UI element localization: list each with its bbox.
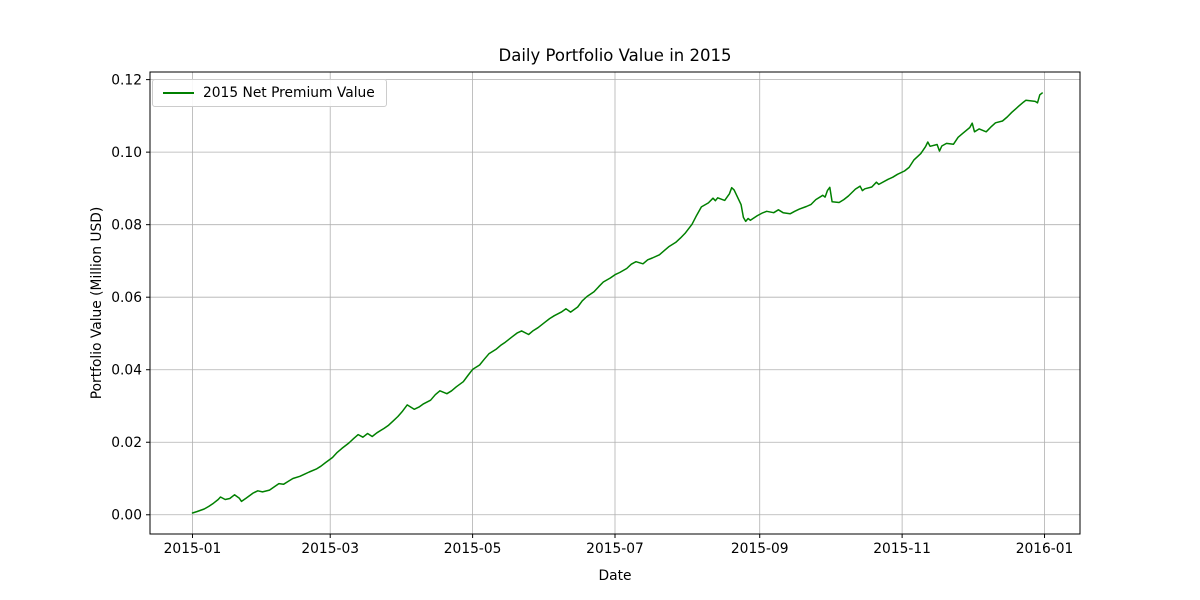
legend: 2015 Net Premium Value [152, 79, 387, 107]
x-tick-label: 2015-11 [873, 541, 931, 557]
x-tick-label: 2015-09 [731, 541, 789, 557]
x-tick-label: 2015-05 [444, 541, 502, 557]
x-tick-label: 2015-01 [164, 541, 222, 557]
x-tick-label: 2016-01 [1016, 541, 1074, 557]
y-tick-label: 0.04 [111, 363, 142, 379]
x-tick-label: 2015-03 [301, 541, 359, 557]
y-tick-label: 0.12 [111, 72, 142, 88]
y-tick-label: 0.02 [111, 435, 142, 451]
y-axis-label: Portfolio Value (Million USD) [89, 206, 105, 400]
legend-line-sample [163, 92, 194, 94]
x-tick-label: 2015-07 [586, 541, 644, 557]
y-tick-label: 0.10 [111, 145, 142, 161]
legend-label: 2015 Net Premium Value [203, 85, 375, 101]
y-tick-label: 0.06 [111, 290, 142, 306]
chart-title: Daily Portfolio Value in 2015 [498, 46, 732, 65]
y-tick-label: 0.08 [111, 217, 142, 233]
y-tick-label: 0.00 [111, 508, 142, 524]
x-axis-label: Date [598, 568, 632, 584]
series-line [191, 92, 1043, 514]
